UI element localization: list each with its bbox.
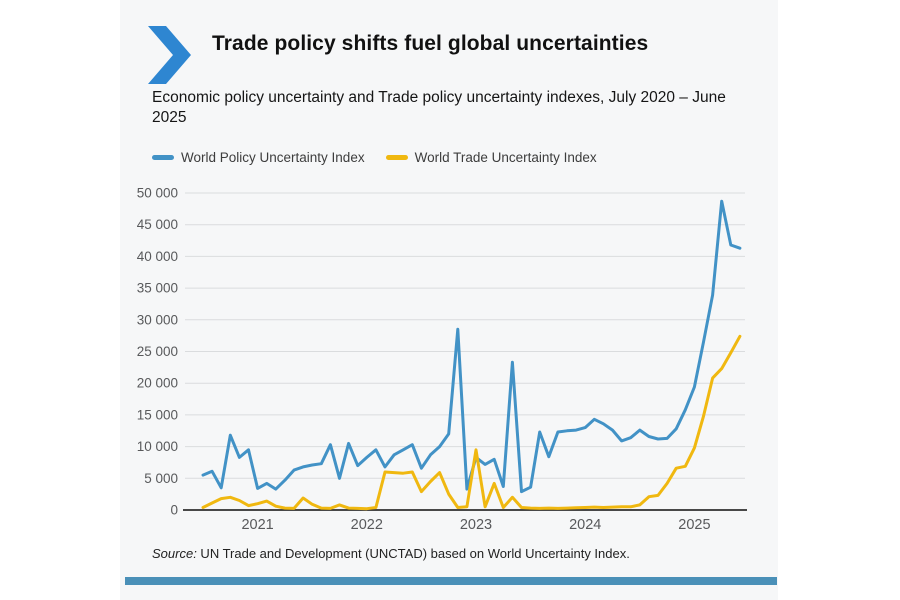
y-axis-tick-label: 35 000 <box>137 281 178 296</box>
chevron-shape <box>148 26 191 84</box>
chart-subtitle: Economic policy uncertainty and Trade po… <box>152 89 726 127</box>
y-axis-tick-label: 10 000 <box>137 439 178 454</box>
series-line-policy <box>201 199 742 494</box>
uncertainty-chart: 0 5 000 10 000 15 000 20 000 25 000 30 000 35 0… <box>137 186 747 533</box>
source-text: UN Trade and Development (UNCTAD) based … <box>196 546 630 561</box>
legend-label-trade: World Trade Uncertainty Index <box>414 150 597 165</box>
legend-label-policy: World Policy Uncertainty Index <box>181 150 365 165</box>
y-axis-tick-label: 5 000 <box>144 471 178 486</box>
chevron-right-icon <box>148 26 191 84</box>
x-axis-tick-label: 2021 <box>241 517 273 533</box>
x-axis-tick-label: 2024 <box>569 517 601 533</box>
y-axis-tick-label: 15 000 <box>137 407 178 422</box>
series-line-trade <box>201 334 742 511</box>
source-note: Source: UN Trade and Development (UNCTAD… <box>152 546 752 561</box>
y-axis-tick-label: 40 000 <box>137 249 178 264</box>
chart-area: 0 5 000 10 000 15 000 20 000 25 000 30 000 35 0… <box>120 180 780 545</box>
footer-accent-bar <box>125 577 777 585</box>
y-axis-tick-label: 30 000 <box>137 312 178 327</box>
y-axis-tick-label: 0 <box>170 503 178 518</box>
y-axis-tick-label: 20 000 <box>137 376 178 391</box>
legend-item-trade: World Trade Uncertainty Index <box>385 150 597 165</box>
legend-swatch-policy-icon <box>152 155 174 160</box>
legend-swatch-trade-icon <box>385 155 408 160</box>
y-axis-tick-label: 25 000 <box>137 344 178 359</box>
y-axis-tick-label: 45 000 <box>137 217 178 232</box>
x-axis-tick-label: 2022 <box>351 517 383 533</box>
page-title: Trade policy shifts fuel global uncertai… <box>212 32 649 55</box>
legend-item-policy: World Policy Uncertainty Index <box>152 150 365 165</box>
infographic-card: Trade policy shifts fuel global uncertai… <box>120 0 778 600</box>
x-axis-tick-label: 2025 <box>678 517 710 533</box>
source-prefix: Source: <box>152 546 197 561</box>
chart-legend: World Policy Uncertainty Index World Tra… <box>152 150 611 165</box>
y-axis-tick-label: 50 000 <box>137 186 178 201</box>
x-axis-tick-label: 2023 <box>460 517 492 533</box>
